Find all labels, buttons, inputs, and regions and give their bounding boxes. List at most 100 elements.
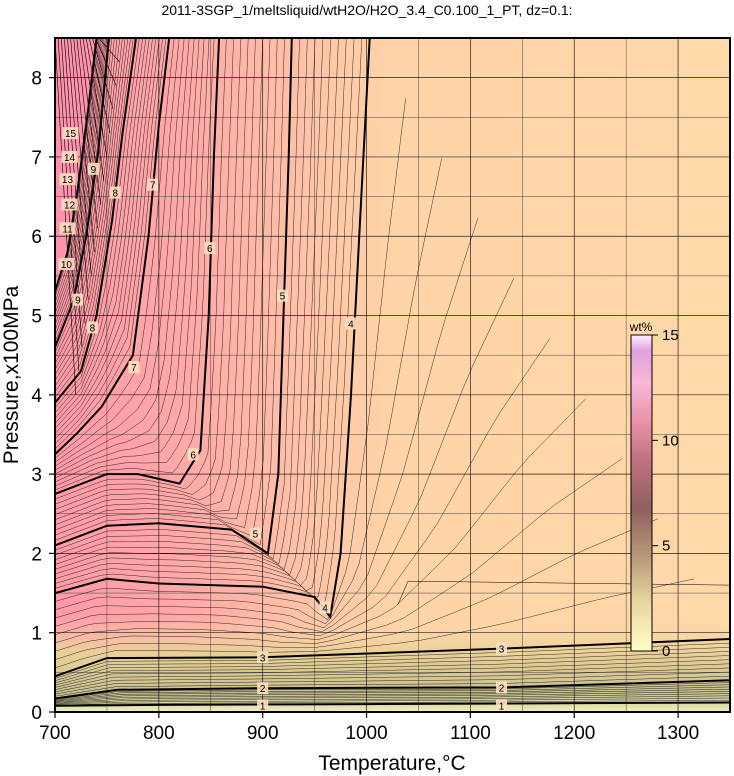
contour-minor [55, 38, 107, 337]
contour-label: 5 [276, 289, 288, 303]
contour-minor [55, 667, 730, 693]
contour-minor [82, 38, 105, 181]
y-axis-ticks: 0 1 2 3 4 5 6 7 8 [31, 69, 55, 724]
x-tick-label: 700 [39, 723, 71, 744]
y-tick-label: 2 [31, 544, 42, 565]
colorbar-tick-label: 0 [662, 643, 670, 660]
colorbar-tick-label: 10 [662, 432, 679, 449]
contour-label-text: 13 [62, 175, 74, 186]
contour-minor [55, 655, 730, 686]
contour-minor [55, 38, 271, 531]
contour-minor [55, 38, 200, 479]
x-axis-ticks: 700 800 900 1000 1100 1200 1300 [39, 712, 699, 744]
contour-label-text: 3 [260, 653, 266, 664]
contour-minor [70, 38, 92, 276]
contour-label: 8 [86, 321, 98, 334]
y-tick-label: 8 [31, 69, 42, 90]
contour-line-7 [55, 38, 171, 456]
contour-minor [55, 38, 150, 424]
contour-label-bg [128, 361, 140, 374]
contour-label-bg [257, 682, 269, 695]
x-axis-label: Temperature,°C [318, 752, 465, 775]
contour-minor [95, 38, 117, 86]
colorbar-tick-label: 15 [662, 327, 679, 344]
y-tick-label: 7 [31, 148, 42, 169]
contour-minor [55, 38, 215, 491]
x-tick-label: 1200 [553, 723, 595, 744]
contour-label-text: 1 [499, 702, 505, 713]
contour-label-text: 5 [253, 530, 259, 541]
contour-label-bg [147, 178, 159, 191]
contour-label-bg [58, 257, 75, 270]
chart-title: 2011-3SGP_1/meltsliquid/wtH2O/H2O_3.4_C0… [161, 2, 573, 18]
contour-label: 13 [59, 173, 76, 186]
contour-label-text: 1 [260, 702, 266, 713]
contour-minor [55, 38, 131, 392]
contour-label: 1 [496, 699, 508, 713]
contour-minor [55, 158, 442, 625]
contour-label-bg [496, 642, 508, 655]
contour-minor [55, 578, 695, 669]
contour-minor [55, 38, 316, 570]
plot-frame [54, 37, 731, 713]
contour-minor [55, 38, 195, 475]
contour-label-text: 4 [322, 603, 328, 614]
contour-label-bg [204, 242, 216, 255]
contour-minor [397, 580, 730, 606]
contour-minor [55, 38, 339, 586]
contour-label-bg [496, 681, 508, 694]
contour-minor [55, 458, 623, 652]
contour-minor [55, 647, 730, 681]
contour-label: 7 [147, 178, 159, 192]
contour-minor [55, 38, 227, 500]
contour-minor [55, 278, 514, 632]
contour-label: 11 [59, 222, 76, 235]
contour-minor [55, 663, 730, 690]
x-tick-label: 800 [143, 723, 175, 744]
low-pressure-band [55, 616, 730, 712]
contour-label-bg [87, 162, 99, 175]
contour-label-bg [72, 293, 84, 306]
contour-minor [98, 38, 120, 62]
contour-minor [55, 38, 300, 560]
contour-label-text: 9 [91, 165, 97, 176]
contour-label-text: 4 [348, 319, 354, 330]
contour-label-text: 8 [112, 189, 118, 200]
contour-minor [76, 38, 98, 229]
contour-label: 4 [345, 317, 357, 330]
contour-minor [55, 38, 147, 419]
contour-minor [88, 38, 111, 134]
contour-label: 2 [496, 681, 508, 694]
y-tick-label: 4 [31, 386, 42, 407]
contour-minor [55, 38, 115, 359]
contour-minor [55, 38, 331, 581]
contour-minor [55, 38, 185, 467]
contour-minor [55, 38, 134, 398]
contour-label: 15 [62, 127, 79, 140]
contour-minor [55, 693, 730, 703]
contour-minor [55, 38, 108, 342]
contour-minor [55, 38, 163, 445]
contour-minor [55, 691, 730, 703]
contour-label-bg [257, 699, 269, 712]
contour-label-text: 7 [150, 181, 156, 192]
contour-line-9 [55, 38, 110, 348]
contour-minor [55, 671, 730, 695]
background-fill [55, 38, 730, 712]
contour-label: 4 [319, 601, 331, 614]
contour-minor [55, 38, 153, 429]
contour-label-text: 14 [64, 153, 76, 164]
contour-label: 1 [257, 699, 269, 713]
contour-label: 6 [187, 448, 199, 461]
contour-label-text: 2 [260, 684, 266, 695]
contour-label-text: 5 [280, 292, 286, 303]
contour-label-bg [109, 186, 121, 199]
contour-label: 9 [87, 162, 99, 176]
y-tick-label: 1 [31, 624, 42, 645]
colorbar: wt% 0 5 10 15 [629, 320, 679, 660]
y-tick-label: 6 [31, 227, 42, 248]
contour-minor [55, 38, 106, 331]
contour-label: 14 [61, 150, 78, 164]
